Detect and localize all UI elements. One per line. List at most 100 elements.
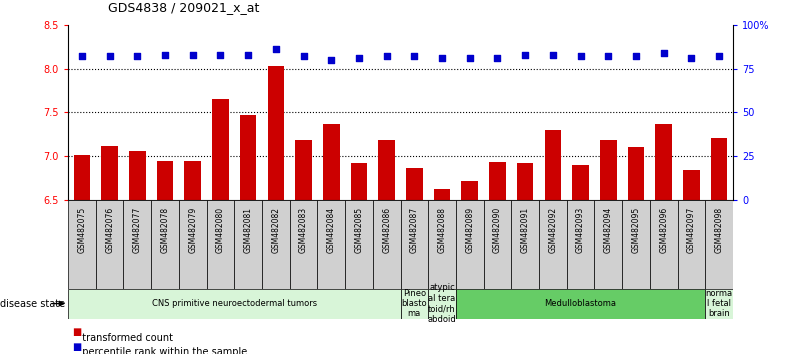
Bar bbox=[622, 200, 650, 289]
Point bbox=[546, 52, 559, 57]
Bar bbox=[517, 163, 533, 200]
Point bbox=[103, 53, 116, 59]
Bar bbox=[212, 99, 229, 200]
Bar bbox=[434, 189, 450, 200]
Text: GSM482088: GSM482088 bbox=[437, 207, 446, 253]
Point bbox=[352, 55, 365, 61]
Text: GSM482090: GSM482090 bbox=[493, 207, 502, 253]
Text: GSM482076: GSM482076 bbox=[105, 207, 114, 253]
Point bbox=[436, 55, 449, 61]
Bar bbox=[567, 200, 594, 289]
Point bbox=[269, 46, 282, 52]
Point bbox=[75, 53, 88, 59]
Bar bbox=[400, 289, 429, 319]
Text: GSM482085: GSM482085 bbox=[355, 207, 364, 253]
Text: ■: ■ bbox=[72, 342, 82, 352]
Bar bbox=[406, 169, 423, 200]
Text: GSM482089: GSM482089 bbox=[465, 207, 474, 253]
Bar bbox=[323, 124, 340, 200]
Text: GSM482075: GSM482075 bbox=[78, 207, 87, 253]
Text: atypic
al tera
toid/rh
abdoid: atypic al tera toid/rh abdoid bbox=[428, 284, 457, 324]
Text: GSM482086: GSM482086 bbox=[382, 207, 391, 253]
Bar bbox=[489, 162, 505, 200]
Bar bbox=[678, 200, 705, 289]
Point bbox=[408, 53, 421, 59]
Bar bbox=[484, 200, 511, 289]
Bar bbox=[184, 161, 201, 200]
Bar bbox=[68, 200, 96, 289]
Point bbox=[574, 53, 587, 59]
Point bbox=[380, 53, 393, 59]
Bar bbox=[372, 200, 400, 289]
Bar bbox=[429, 200, 456, 289]
Bar bbox=[317, 200, 345, 289]
Bar bbox=[628, 148, 644, 200]
Bar bbox=[655, 124, 672, 200]
Point bbox=[159, 52, 171, 57]
Bar bbox=[296, 139, 312, 200]
Text: GSM482096: GSM482096 bbox=[659, 207, 668, 253]
Bar bbox=[157, 161, 173, 200]
Bar bbox=[600, 141, 617, 200]
Point bbox=[463, 55, 476, 61]
Bar bbox=[239, 115, 256, 200]
Text: GSM482091: GSM482091 bbox=[521, 207, 529, 253]
Text: GSM482077: GSM482077 bbox=[133, 207, 142, 253]
Text: GSM482080: GSM482080 bbox=[216, 207, 225, 253]
Text: norma
l fetal
brain: norma l fetal brain bbox=[706, 289, 733, 319]
Text: transformed count: transformed count bbox=[76, 333, 173, 343]
Bar bbox=[101, 146, 118, 200]
Bar bbox=[683, 170, 700, 200]
Point bbox=[214, 52, 227, 57]
Bar bbox=[179, 200, 207, 289]
Text: Pineo
blasto
ma: Pineo blasto ma bbox=[401, 289, 427, 319]
Point bbox=[242, 52, 255, 57]
Bar bbox=[129, 151, 146, 200]
Bar bbox=[705, 200, 733, 289]
Point bbox=[658, 50, 670, 56]
Point bbox=[297, 53, 310, 59]
Text: GSM482087: GSM482087 bbox=[410, 207, 419, 253]
Bar bbox=[429, 289, 456, 319]
Text: GSM482095: GSM482095 bbox=[631, 207, 641, 253]
Bar bbox=[594, 200, 622, 289]
Text: GSM482098: GSM482098 bbox=[714, 207, 723, 253]
Bar bbox=[461, 181, 478, 200]
Bar bbox=[290, 200, 317, 289]
Bar bbox=[456, 200, 484, 289]
Bar bbox=[123, 200, 151, 289]
Text: GSM482094: GSM482094 bbox=[604, 207, 613, 253]
Point bbox=[630, 53, 642, 59]
Text: GSM482079: GSM482079 bbox=[188, 207, 197, 253]
Text: GSM482092: GSM482092 bbox=[549, 207, 557, 253]
Bar bbox=[572, 165, 589, 200]
Bar bbox=[207, 200, 235, 289]
Point bbox=[325, 57, 338, 63]
Bar bbox=[345, 200, 372, 289]
Bar bbox=[378, 141, 395, 200]
Point bbox=[187, 52, 199, 57]
Bar bbox=[74, 155, 91, 200]
Bar bbox=[710, 138, 727, 200]
Point bbox=[131, 53, 143, 59]
Point bbox=[491, 55, 504, 61]
Text: GSM482097: GSM482097 bbox=[687, 207, 696, 253]
Bar bbox=[235, 200, 262, 289]
Bar bbox=[539, 200, 567, 289]
Bar bbox=[68, 289, 400, 319]
Point bbox=[519, 52, 532, 57]
Text: CNS primitive neuroectodermal tumors: CNS primitive neuroectodermal tumors bbox=[151, 299, 317, 308]
Bar bbox=[262, 200, 290, 289]
Bar bbox=[351, 163, 367, 200]
Point bbox=[602, 53, 614, 59]
Bar bbox=[650, 200, 678, 289]
Text: GSM482093: GSM482093 bbox=[576, 207, 585, 253]
Point bbox=[685, 55, 698, 61]
Text: GSM482082: GSM482082 bbox=[272, 207, 280, 253]
Text: GSM482084: GSM482084 bbox=[327, 207, 336, 253]
Bar bbox=[96, 200, 123, 289]
Bar bbox=[456, 289, 705, 319]
Bar bbox=[151, 200, 179, 289]
Bar bbox=[511, 200, 539, 289]
Text: GSM482083: GSM482083 bbox=[299, 207, 308, 253]
